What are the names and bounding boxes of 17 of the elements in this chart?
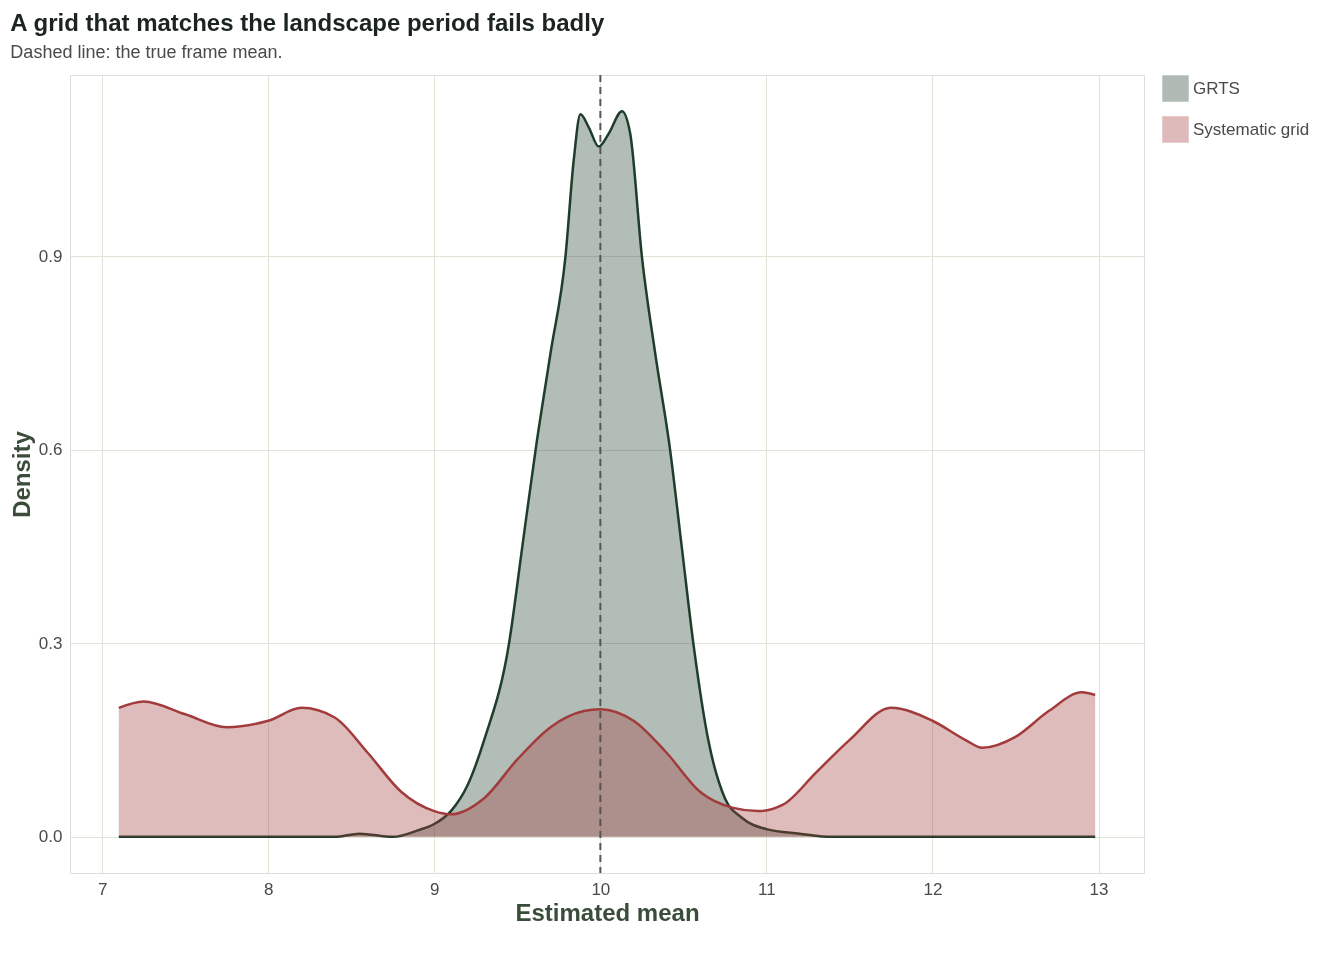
y-tick-label: 0.9 [38, 246, 63, 266]
legend-label: Systematic grid [1193, 119, 1310, 139]
x-tick-label: 8 [264, 879, 274, 899]
chart-subtitle: Dashed line: the true frame mean. [10, 42, 283, 62]
x-axis-title: Estimated mean [515, 898, 700, 926]
x-tick-label: 11 [758, 879, 776, 899]
x-tick-label: 12 [923, 879, 943, 899]
x-tick-label: 7 [97, 879, 108, 899]
y-tick-label: 0.6 [38, 440, 63, 460]
x-tick-label: 9 [430, 879, 440, 899]
x-tick-label: 13 [1089, 879, 1109, 899]
y-tick-label: 0.0 [38, 827, 63, 847]
y-axis-title: Density [7, 430, 35, 518]
chart-title: A grid that matches the landscape period fails badly [10, 9, 605, 36]
x-tick-label: 10 [591, 879, 611, 899]
y-tick-label: 0.3 [38, 633, 63, 653]
legend-label: GRTS [1193, 78, 1240, 98]
